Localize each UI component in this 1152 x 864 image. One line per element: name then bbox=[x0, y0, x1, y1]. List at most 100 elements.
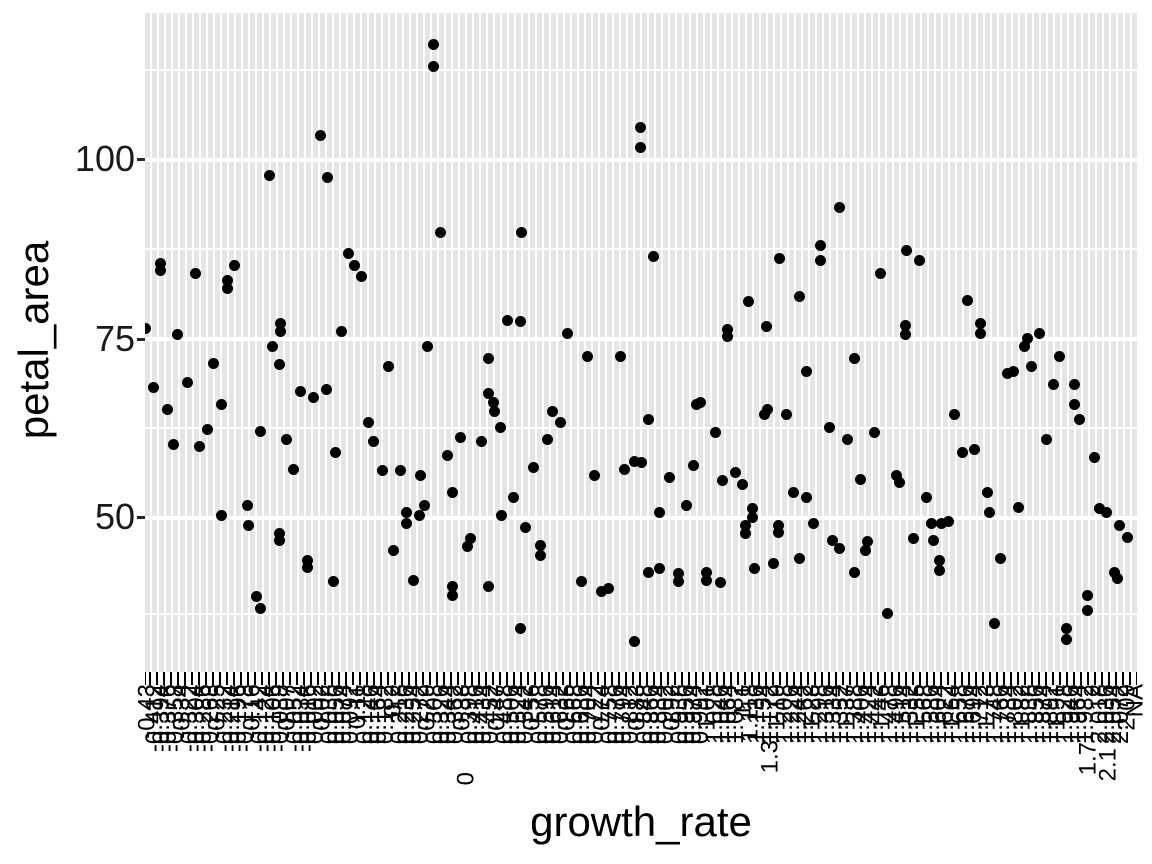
data-point bbox=[961, 294, 973, 306]
data-point bbox=[736, 478, 748, 490]
data-point bbox=[329, 446, 341, 458]
data-point bbox=[1088, 451, 1100, 463]
data-point bbox=[833, 543, 845, 555]
x-tick-label: NA bbox=[1121, 684, 1148, 718]
data-point bbox=[435, 226, 447, 238]
data-point bbox=[254, 602, 266, 614]
data-point bbox=[461, 541, 473, 553]
data-point bbox=[861, 536, 873, 548]
data-point bbox=[302, 561, 314, 573]
data-point bbox=[275, 325, 287, 337]
data-point bbox=[648, 251, 660, 263]
data-point bbox=[250, 591, 262, 603]
data-point bbox=[172, 329, 184, 341]
data-point bbox=[263, 170, 275, 182]
data-point bbox=[721, 330, 733, 342]
data-point bbox=[308, 392, 320, 404]
data-point bbox=[801, 491, 813, 503]
data-point bbox=[145, 322, 151, 334]
data-point bbox=[190, 268, 202, 280]
data-point bbox=[721, 324, 733, 336]
y-tick-label-50: 50 bbox=[94, 496, 135, 537]
data-point bbox=[1022, 332, 1034, 344]
data-point bbox=[1001, 367, 1013, 379]
data-point bbox=[419, 500, 431, 512]
data-point bbox=[241, 500, 253, 512]
data-point bbox=[414, 510, 426, 522]
data-point bbox=[823, 422, 835, 434]
data-point bbox=[201, 424, 213, 436]
data-point bbox=[215, 510, 227, 522]
data-point bbox=[295, 386, 307, 398]
data-point bbox=[714, 576, 726, 588]
data-point bbox=[528, 461, 540, 473]
data-point bbox=[367, 435, 379, 447]
data-point bbox=[535, 550, 547, 562]
data-point bbox=[968, 443, 980, 455]
data-point bbox=[848, 352, 860, 364]
y-tick-mark-50 bbox=[137, 516, 145, 519]
data-point bbox=[254, 425, 266, 437]
data-point bbox=[155, 258, 167, 270]
data-point bbox=[494, 422, 506, 434]
data-point bbox=[442, 450, 454, 462]
data-point bbox=[1061, 633, 1073, 645]
data-point bbox=[746, 503, 758, 515]
data-point bbox=[488, 405, 500, 417]
data-point bbox=[891, 470, 903, 482]
data-point bbox=[841, 433, 853, 445]
data-point bbox=[781, 408, 793, 420]
data-point bbox=[168, 439, 180, 451]
data-point bbox=[1019, 340, 1031, 352]
data-point bbox=[654, 563, 666, 575]
data-point bbox=[815, 255, 827, 267]
data-point bbox=[515, 622, 527, 634]
data-point bbox=[948, 408, 960, 420]
data-point bbox=[1069, 379, 1080, 391]
data-point bbox=[1113, 520, 1125, 532]
data-point bbox=[643, 413, 655, 425]
data-point bbox=[628, 455, 640, 467]
data-point bbox=[654, 506, 666, 518]
y-tick-label-75: 75 bbox=[94, 318, 135, 359]
data-point bbox=[1034, 327, 1046, 339]
data-point bbox=[773, 526, 785, 538]
data-point bbox=[388, 544, 400, 556]
data-point bbox=[155, 265, 167, 277]
minor-gridline-87 bbox=[145, 248, 1137, 250]
data-point bbox=[748, 563, 760, 575]
data-point bbox=[695, 396, 707, 408]
data-point bbox=[482, 580, 494, 592]
data-point bbox=[634, 142, 646, 154]
data-point bbox=[447, 589, 459, 601]
data-point bbox=[1041, 433, 1053, 445]
data-point bbox=[981, 486, 993, 498]
data-point bbox=[581, 350, 593, 362]
minor-gridline-112 bbox=[145, 69, 1137, 71]
data-point bbox=[1111, 573, 1123, 585]
data-point bbox=[588, 469, 600, 481]
data-point bbox=[618, 463, 630, 475]
data-point bbox=[762, 404, 774, 416]
data-point bbox=[194, 440, 206, 452]
data-point bbox=[815, 239, 827, 251]
data-point bbox=[921, 491, 933, 503]
data-point bbox=[362, 417, 374, 429]
data-point bbox=[288, 463, 300, 475]
data-point bbox=[868, 427, 880, 439]
data-point bbox=[900, 319, 912, 331]
data-point bbox=[408, 574, 420, 586]
plot-panel bbox=[145, 13, 1137, 672]
data-point bbox=[936, 517, 948, 529]
data-point bbox=[475, 435, 487, 447]
data-point bbox=[575, 576, 587, 588]
data-point bbox=[681, 500, 693, 512]
data-point bbox=[348, 260, 360, 272]
data-point bbox=[928, 534, 940, 546]
data-point bbox=[454, 431, 466, 443]
data-point bbox=[673, 575, 685, 587]
data-point bbox=[716, 475, 728, 487]
data-point bbox=[182, 377, 194, 389]
data-point bbox=[988, 618, 1000, 630]
data-point bbox=[801, 365, 813, 377]
